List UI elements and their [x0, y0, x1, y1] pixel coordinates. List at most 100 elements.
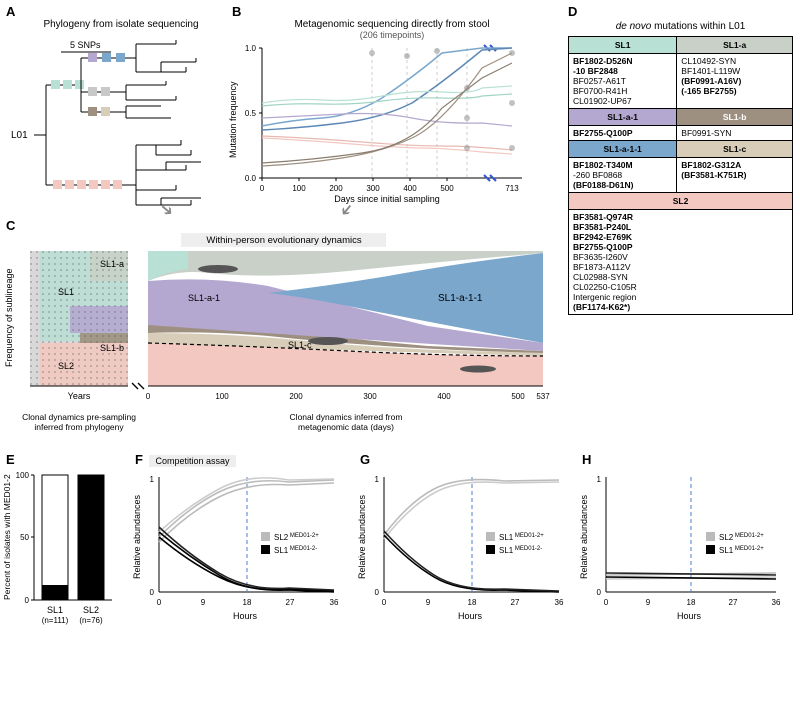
panel-e: E Percent of isolates with MED01-2 100 5…	[6, 452, 126, 637]
panel-a-title: Phylogeny from isolate sequencing	[16, 19, 226, 30]
panel-b-subtitle: (206 timepoints)	[232, 30, 552, 40]
svg-text:1: 1	[150, 475, 155, 484]
panel-d: D de novo mutations within L01 SL1 SL1-a…	[568, 4, 793, 315]
panel-c-label: C	[6, 218, 15, 233]
svg-text:100: 100	[16, 471, 30, 480]
svg-text:Days since initial sampling: Days since initial sampling	[334, 194, 440, 204]
svg-text:9: 9	[646, 598, 651, 607]
bar-chart: 100 50 0 SL1 (n=111) SL2 (n=76)	[6, 467, 121, 637]
svg-text:Clonal dynamics pre-sampling: Clonal dynamics pre-sampling	[22, 412, 136, 422]
svg-text:9: 9	[201, 598, 206, 607]
metagenomic-chart: 1.0 0.5 0.0 0 100 200 300 400 500 713	[232, 40, 542, 205]
svg-text:200: 200	[329, 184, 343, 193]
panel-a: A Phylogeny from isolate sequencing 5 SN…	[6, 4, 226, 210]
svg-text:SL2 MED01-2+: SL2 MED01-2+	[719, 533, 764, 542]
svg-text:200: 200	[289, 392, 303, 401]
svg-text:SL1 MED01-2+: SL1 MED01-2+	[499, 533, 544, 542]
svg-text:1.0: 1.0	[245, 44, 257, 53]
svg-text:SL2: SL2	[58, 361, 74, 371]
svg-text:300: 300	[366, 184, 380, 193]
svg-text:27: 27	[511, 598, 520, 607]
svg-text:1: 1	[597, 475, 602, 484]
svg-text:SL1-c: SL1-c	[288, 340, 312, 350]
svg-text:0: 0	[25, 596, 30, 605]
svg-text:36: 36	[555, 598, 564, 607]
panel-f: F Competition assay Relative abundances …	[135, 452, 353, 627]
svg-text:0.0: 0.0	[245, 174, 257, 183]
competition-g: 1 0 09182736 SL1 MED01-2+ SL1 MED01-2- H…	[360, 467, 570, 627]
svg-text:300: 300	[363, 392, 377, 401]
svg-text:50: 50	[20, 533, 29, 542]
phylogeny-tree: 5 SNPs L01	[6, 30, 221, 210]
svg-text:0: 0	[382, 598, 387, 607]
panel-b-label: B	[232, 4, 241, 19]
competition-f: 1 0 09182736 SL2 MED01-2+ SL1 MED01-2- H…	[135, 467, 345, 627]
svg-text:SL1: SL1	[47, 605, 63, 615]
mutations-table: SL1 SL1-a BF1802-D526N -10 BF2848 BF0257…	[568, 36, 793, 315]
svg-text:36: 36	[330, 598, 339, 607]
svg-text:1: 1	[375, 475, 380, 484]
svg-text:0: 0	[150, 588, 155, 597]
panel-g: G Relative abundances 1 0 09182736 SL1 M…	[360, 452, 578, 627]
svg-text:Hours: Hours	[233, 611, 258, 621]
svg-text:0: 0	[604, 598, 609, 607]
lineage-label: L01	[11, 130, 28, 141]
svg-text:Clonal dynamics inferred from: Clonal dynamics inferred from	[290, 412, 403, 422]
muller-plot: Within-person evolutionary dynamics SL1 …	[6, 233, 554, 438]
svg-text:0.5: 0.5	[245, 109, 257, 118]
panel-a-label: A	[6, 4, 15, 19]
svg-text:SL1-b: SL1-b	[100, 343, 124, 353]
svg-text:SL1 MED01-2+: SL1 MED01-2+	[719, 546, 764, 555]
svg-text:(n=76): (n=76)	[79, 616, 103, 625]
svg-text:SL2: SL2	[83, 605, 99, 615]
svg-text:SL1-a-1: SL1-a-1	[188, 293, 220, 303]
svg-text:inferred from phylogeny: inferred from phylogeny	[34, 422, 124, 432]
svg-text:500: 500	[511, 392, 525, 401]
panel-d-label: D	[568, 4, 577, 19]
panel-c-ylabel: Frequency of sublineage	[4, 258, 14, 378]
svg-text:SL1-a-1-1: SL1-a-1-1	[438, 293, 483, 304]
svg-text:Hours: Hours	[458, 611, 483, 621]
panel-h: H Relative abundances 1 0 09182736 SL2 M…	[582, 452, 794, 627]
svg-text:18: 18	[468, 598, 477, 607]
svg-text:SL1 MED01-2-: SL1 MED01-2-	[274, 546, 317, 555]
svg-text:100: 100	[215, 392, 229, 401]
svg-text:0: 0	[260, 184, 265, 193]
svg-text:36: 36	[772, 598, 781, 607]
svg-text:100: 100	[292, 184, 306, 193]
panel-g-ylabel: Relative abundances	[357, 482, 367, 592]
svg-text:537: 537	[536, 392, 550, 401]
competition-h: 1 0 0 9 18 27 36 SL2 MED01-2+ SL1 MED01-2+ H…	[582, 467, 787, 627]
panel-b-title: Metagenomic sequencing directly from sto…	[232, 19, 552, 30]
panel-g-label: G	[360, 452, 370, 467]
svg-text:18: 18	[687, 598, 696, 607]
svg-text:Hours: Hours	[677, 611, 702, 621]
svg-text:0: 0	[597, 588, 602, 597]
scale-label: 5 SNPs	[70, 40, 101, 50]
svg-text:metagenomic data (days): metagenomic data (days)	[298, 422, 394, 432]
svg-text:SL2 MED01-2+: SL2 MED01-2+	[274, 533, 319, 542]
svg-text:Years: Years	[68, 391, 91, 401]
panel-d-title: de novo mutations within L01	[568, 21, 793, 32]
svg-text:(n=111): (n=111)	[42, 616, 69, 625]
svg-text:400: 400	[403, 184, 417, 193]
svg-text:0: 0	[146, 392, 151, 401]
svg-text:27: 27	[729, 598, 738, 607]
panel-e-label: E	[6, 452, 15, 467]
panel-c: C Frequency of sublineage Within-person …	[6, 218, 561, 438]
panel-b-ylabel: Mutation frequency	[228, 70, 238, 170]
panel-b: B Metagenomic sequencing directly from s…	[232, 4, 552, 205]
svg-text:500: 500	[440, 184, 454, 193]
svg-text:0: 0	[375, 588, 380, 597]
panel-f-ylabel: Relative abundances	[132, 482, 142, 592]
svg-text:0: 0	[157, 598, 162, 607]
panel-f-title: Competition assay	[149, 455, 235, 467]
panel-e-ylabel: Percent of isolates with MED01-2	[2, 467, 12, 607]
panel-f-label: F	[135, 452, 143, 467]
panel-h-label: H	[582, 452, 591, 467]
svg-text:SL1-a: SL1-a	[100, 259, 124, 269]
svg-text:713: 713	[505, 184, 519, 193]
svg-text:400: 400	[437, 392, 451, 401]
svg-text:Within-person evolutionary dyn: Within-person evolutionary dynamics	[206, 235, 361, 246]
svg-text:SL1 MED01-2-: SL1 MED01-2-	[499, 546, 542, 555]
